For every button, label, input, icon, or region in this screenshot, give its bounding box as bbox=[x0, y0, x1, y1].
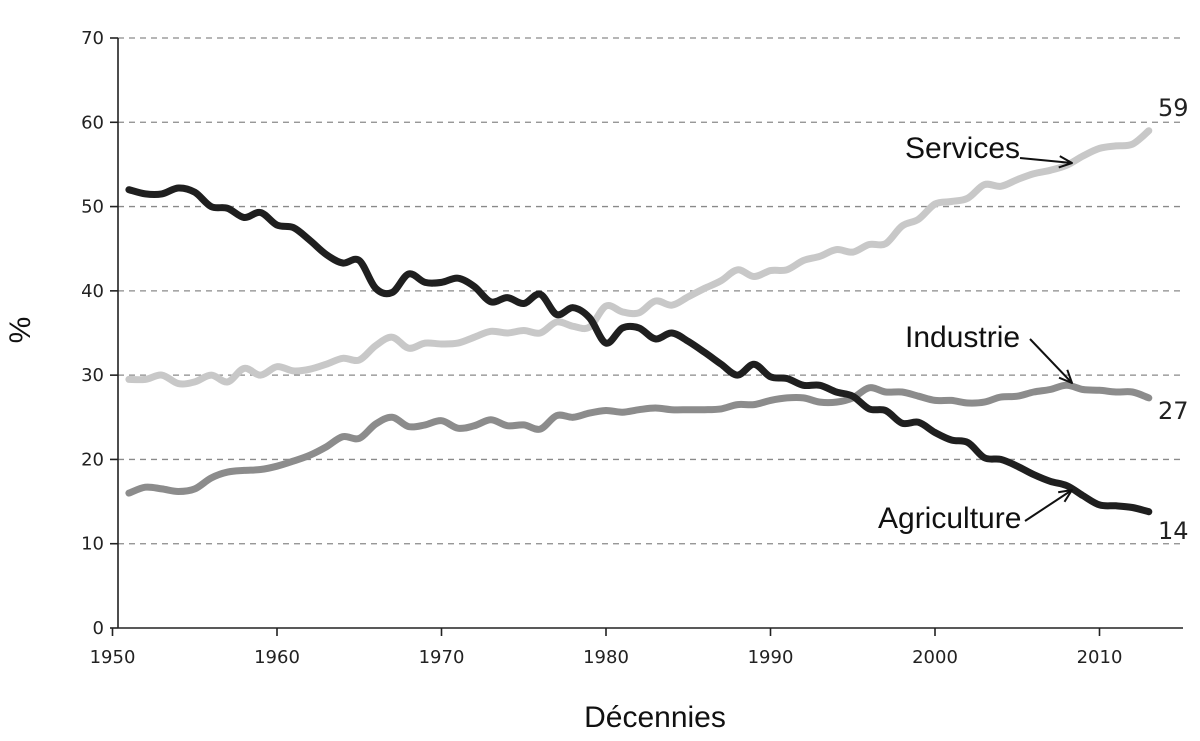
end-value-agriculture: 14 bbox=[1158, 517, 1189, 545]
x-axis-label: Décennies bbox=[584, 701, 726, 734]
series-annotations: Agriculture 14 Industrie 27 Services 59 bbox=[878, 94, 1189, 545]
y-tick-label: 50 bbox=[81, 197, 104, 218]
y-tick-label: 0 bbox=[93, 618, 104, 639]
y-axis-label: % bbox=[4, 317, 37, 344]
y-tick-label: 20 bbox=[81, 449, 104, 470]
x-tick-label: 1950 bbox=[90, 647, 136, 668]
arrow-agriculture bbox=[1024, 489, 1073, 522]
x-tick-label: 2010 bbox=[1077, 647, 1123, 668]
series-line-services bbox=[125, 127, 1153, 388]
x-tick-label: 1970 bbox=[419, 647, 465, 668]
end-value-industrie: 27 bbox=[1158, 397, 1189, 425]
series-line-industrie bbox=[125, 381, 1153, 497]
axes bbox=[117, 38, 1183, 629]
y-tick-label: 10 bbox=[81, 534, 104, 555]
series-line-agriculture bbox=[125, 184, 1153, 516]
x-tick-label: 1980 bbox=[583, 647, 629, 668]
arrowhead-industrie bbox=[1058, 369, 1073, 384]
x-axis-ticks: 1950 1960 1970 1980 1990 2000 2010 bbox=[90, 628, 1123, 668]
y-axis-ticks: 0 10 20 30 40 50 60 70 bbox=[81, 28, 118, 639]
y-tick-label: 30 bbox=[81, 365, 104, 386]
x-tick-label: 2000 bbox=[912, 647, 958, 668]
y-tick-label: 40 bbox=[81, 281, 104, 302]
arrow-services bbox=[1019, 157, 1073, 164]
x-tick-label: 1990 bbox=[748, 647, 794, 668]
y-tick-label: 70 bbox=[81, 28, 104, 49]
series-lines bbox=[125, 127, 1153, 516]
arrowhead-services bbox=[1058, 155, 1073, 169]
arrow-industrie bbox=[1029, 338, 1073, 384]
series-label-industrie: Industrie bbox=[905, 321, 1020, 354]
x-tick-label: 1960 bbox=[254, 647, 300, 668]
end-value-services: 59 bbox=[1158, 94, 1189, 122]
series-label-services: Services bbox=[905, 132, 1020, 165]
arrowhead-agriculture bbox=[1058, 489, 1073, 503]
series-label-agriculture: Agriculture bbox=[878, 502, 1021, 535]
y-tick-label: 60 bbox=[81, 112, 104, 133]
